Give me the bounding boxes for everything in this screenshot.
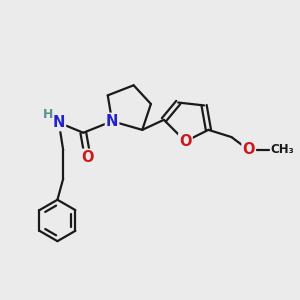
Text: O: O bbox=[242, 142, 255, 158]
Text: O: O bbox=[81, 150, 94, 165]
Text: H: H bbox=[43, 108, 53, 121]
Text: N: N bbox=[53, 115, 65, 130]
Text: N: N bbox=[106, 114, 118, 129]
Text: CH₃: CH₃ bbox=[270, 143, 294, 157]
Text: O: O bbox=[179, 134, 192, 149]
